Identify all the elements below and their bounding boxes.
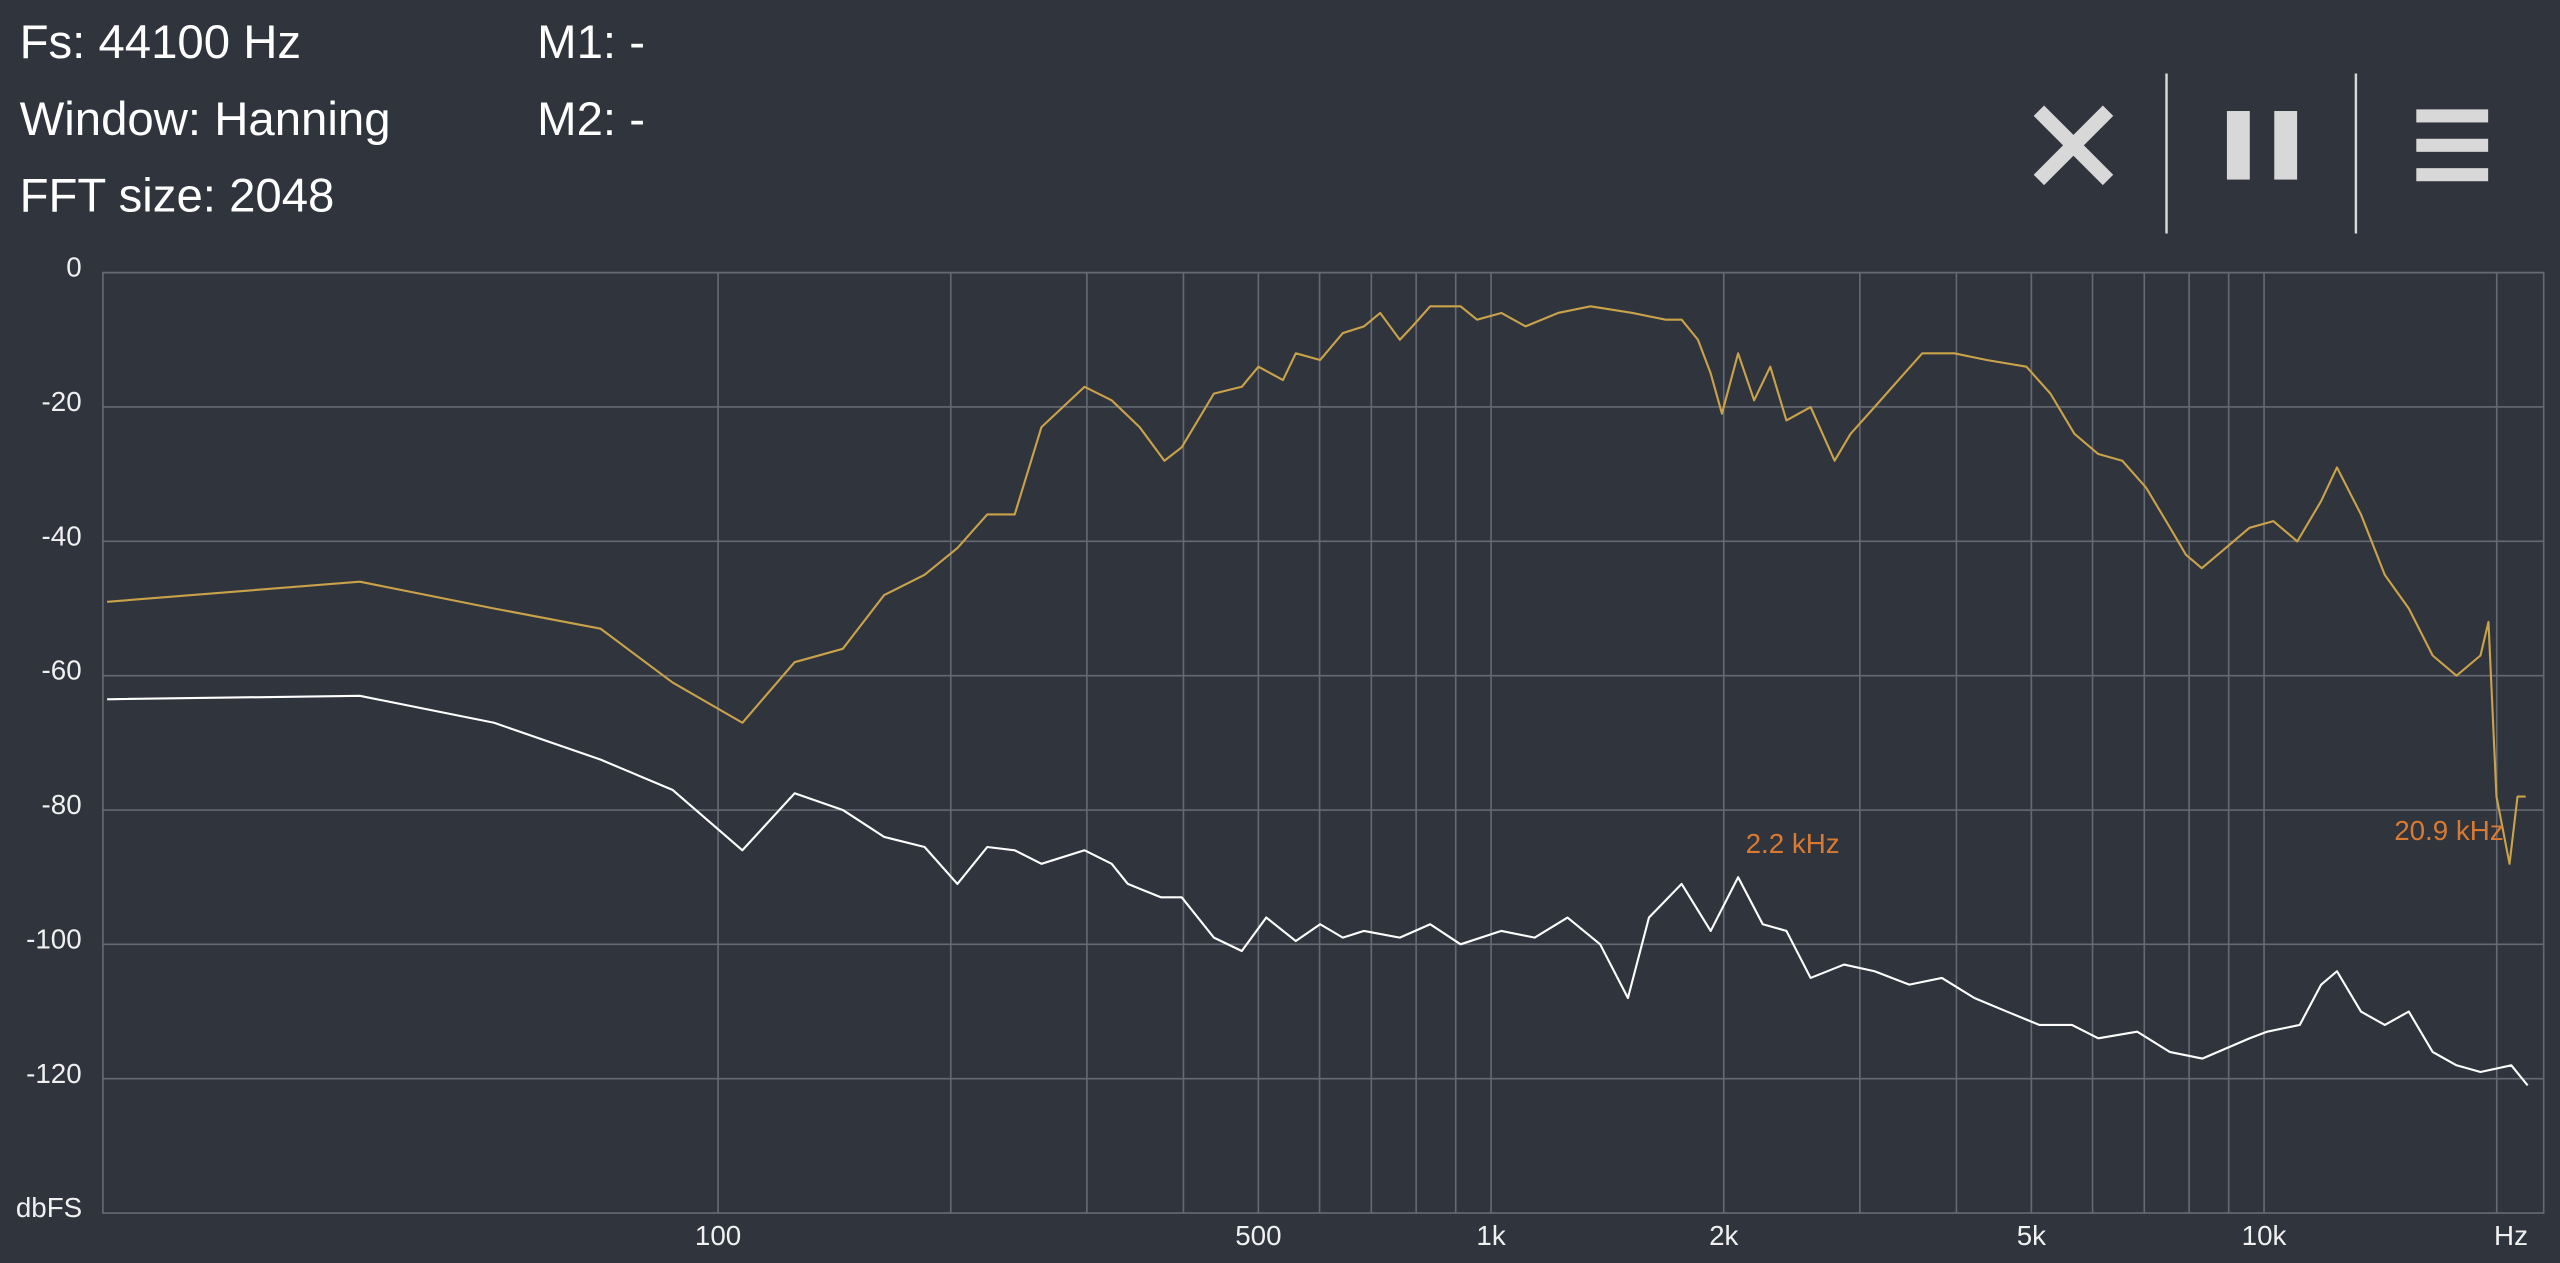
pause-button[interactable] <box>2226 111 2298 180</box>
x-tick-label: 10k <box>2242 1220 2287 1251</box>
y-axis-label: dbFS <box>16 1192 82 1223</box>
y-tick-label: 0 <box>66 252 81 283</box>
menu-button[interactable] <box>2416 109 2489 182</box>
fft-size-label: FFT size: 2048 <box>20 170 335 223</box>
plot: 0 -20 -40 -60 -80 -100 -120 100 500 1k 2k 5k 10k Hz db… <box>16 252 2545 1251</box>
m1-label: M1: - <box>537 16 645 69</box>
fs-label: Fs: 44100 Hz <box>20 16 301 69</box>
spectrum-line <box>107 694 2529 1087</box>
close-button[interactable] <box>2033 105 2114 186</box>
window-label: Window: Hanning <box>20 93 391 146</box>
x-tick-label: 1k <box>1476 1220 1505 1251</box>
x-tick-label: 100 <box>695 1220 741 1251</box>
x-tick-label: 500 <box>1235 1220 1281 1251</box>
y-tick-label: -100 <box>26 923 82 954</box>
y-tick-label: -60 <box>42 655 82 686</box>
m2-label: M2: - <box>537 93 645 146</box>
marker-label: 2.2 kHz <box>1746 828 1840 859</box>
spectrum-line <box>107 305 2526 865</box>
y-tick-label: -80 <box>42 789 82 820</box>
x-tick-label: 5k <box>2017 1220 2046 1251</box>
x-axis-label: Hz <box>2494 1220 2528 1251</box>
y-tick-label: -120 <box>26 1058 82 1089</box>
y-tick-label: -40 <box>42 520 82 551</box>
x-tick-label: 2k <box>1709 1220 1738 1251</box>
y-tick-label: -20 <box>42 386 82 417</box>
marker-label: 20.9 kHz <box>2394 815 2504 846</box>
